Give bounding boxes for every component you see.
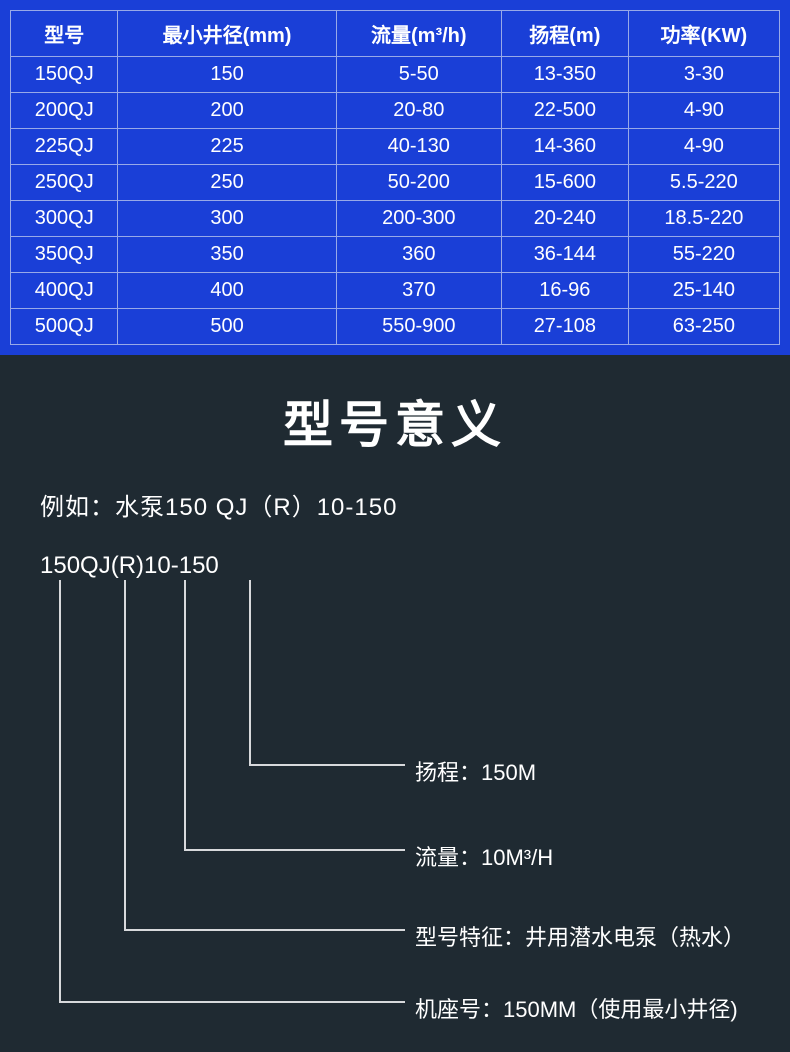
- table-row: 150QJ1505-5013-3503-30: [11, 57, 780, 93]
- col-header: 型号: [11, 11, 118, 57]
- table-cell: 225: [118, 129, 336, 165]
- table-cell: 300: [118, 201, 336, 237]
- model-meaning-section: 型号意义 例如：水泵150 QJ（R）10-150 150 QJ(R) 10 -…: [0, 355, 790, 1052]
- table-cell: 40-130: [336, 129, 501, 165]
- table-cell: 20-80: [336, 93, 501, 129]
- table-cell: 20-240: [501, 201, 628, 237]
- table-cell: 200: [118, 93, 336, 129]
- table-cell: 4-90: [628, 93, 779, 129]
- table-cell: 15-600: [501, 165, 628, 201]
- table-cell: 18.5-220: [628, 201, 779, 237]
- table-row: 225QJ22540-13014-3604-90: [11, 129, 780, 165]
- table-cell: 350QJ: [11, 237, 118, 273]
- table-cell: 225QJ: [11, 129, 118, 165]
- table-row: 500QJ500550-90027-10863-250: [11, 309, 780, 345]
- col-header: 最小井径(mm): [118, 11, 336, 57]
- table-cell: 55-220: [628, 237, 779, 273]
- table-cell: 400QJ: [11, 273, 118, 309]
- table-cell: 500: [118, 309, 336, 345]
- table-cell: 400: [118, 273, 336, 309]
- table-header-row: 型号 最小井径(mm) 流量(m³/h) 扬程(m) 功率(KW): [11, 11, 780, 57]
- table-cell: 4-90: [628, 129, 779, 165]
- spec-table-section: 型号 最小井径(mm) 流量(m³/h) 扬程(m) 功率(KW) 150QJ1…: [0, 0, 790, 355]
- table-cell: 150: [118, 57, 336, 93]
- table-cell: 50-200: [336, 165, 501, 201]
- table-cell: 16-96: [501, 273, 628, 309]
- table-cell: 22-500: [501, 93, 628, 129]
- table-cell: 360: [336, 237, 501, 273]
- col-header: 流量(m³/h): [336, 11, 501, 57]
- table-cell: 250QJ: [11, 165, 118, 201]
- table-cell: 3-30: [628, 57, 779, 93]
- table-cell: 500QJ: [11, 309, 118, 345]
- model-part-qjr: QJ(R): [80, 552, 144, 580]
- table-row: 300QJ300200-30020-24018.5-220: [11, 201, 780, 237]
- table-cell: 350: [118, 237, 336, 273]
- table-row: 400QJ40037016-9625-140: [11, 273, 780, 309]
- col-header: 扬程(m): [501, 11, 628, 57]
- table-cell: 5-50: [336, 57, 501, 93]
- example-label: 例如：水泵150 QJ（R）10-150: [40, 487, 750, 522]
- table-cell: 250: [118, 165, 336, 201]
- table-cell: 14-360: [501, 129, 628, 165]
- spec-table: 型号 最小井径(mm) 流量(m³/h) 扬程(m) 功率(KW) 150QJ1…: [10, 10, 780, 345]
- table-cell: 150QJ: [11, 57, 118, 93]
- table-cell: 200-300: [336, 201, 501, 237]
- callout-label: 扬程：150M: [415, 755, 536, 787]
- table-cell: 370: [336, 273, 501, 309]
- table-cell: 36-144: [501, 237, 628, 273]
- table-cell: 200QJ: [11, 93, 118, 129]
- table-cell: 300QJ: [11, 201, 118, 237]
- table-cell: 5.5-220: [628, 165, 779, 201]
- table-row: 350QJ35036036-14455-220: [11, 237, 780, 273]
- model-part-dash: -: [171, 552, 179, 580]
- table-cell: 550-900: [336, 309, 501, 345]
- callout-label: 机座号：150MM（使用最小井径): [415, 992, 738, 1024]
- model-part-150: 150: [40, 552, 80, 580]
- table-cell: 25-140: [628, 273, 779, 309]
- model-part-10: 10: [144, 552, 171, 580]
- model-breakdown-line: 150 QJ(R) 10 - 150: [40, 552, 750, 580]
- table-row: 200QJ20020-8022-5004-90: [11, 93, 780, 129]
- callout-label: 型号特征：井用潜水电泵（热水）: [415, 920, 745, 952]
- table-cell: 13-350: [501, 57, 628, 93]
- callout-label: 流量：10M³/H: [415, 840, 553, 872]
- table-row: 250QJ25050-20015-6005.5-220: [11, 165, 780, 201]
- col-header: 功率(KW): [628, 11, 779, 57]
- section-title: 型号意义: [40, 385, 750, 457]
- bracket-diagram: 扬程：150M流量：10M³/H型号特征：井用潜水电泵（热水）机座号：150MM…: [40, 580, 750, 1010]
- model-part-150b: 150: [179, 552, 219, 580]
- table-cell: 63-250: [628, 309, 779, 345]
- table-cell: 27-108: [501, 309, 628, 345]
